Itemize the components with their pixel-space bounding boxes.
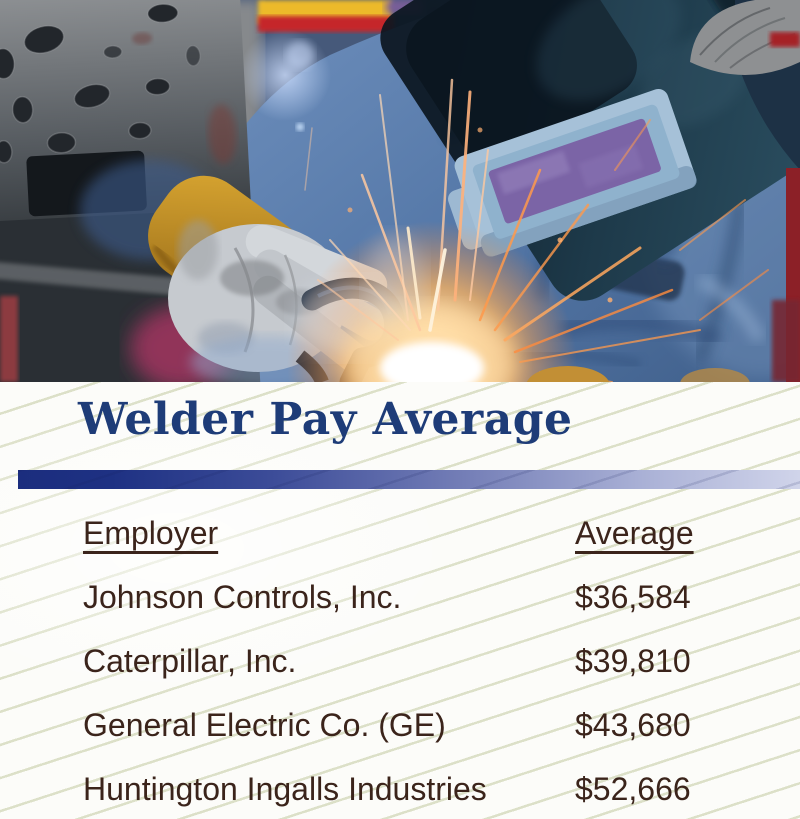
- average-cell: $39,810: [575, 643, 691, 679]
- employer-cell: Johnson Controls, Inc.: [83, 579, 402, 615]
- pay-table: Employer Average Johnson Controls, Inc. …: [83, 515, 783, 819]
- table-row: Johnson Controls, Inc. $36,584: [83, 579, 783, 644]
- welder-photo-art: [0, 0, 800, 382]
- average-cell: $36,584: [575, 579, 691, 615]
- background-red-band: [258, 16, 394, 32]
- lens-flare: [239, 29, 331, 121]
- welding-helmet: [380, 0, 800, 301]
- table-row: Caterpillar, Inc. $39,810: [83, 643, 783, 708]
- average-cell: $52,666: [575, 771, 691, 807]
- welder-photo: [0, 0, 800, 382]
- table-row: General Electric Co. (GE) $43,680: [83, 707, 783, 772]
- second-glove-cuff: [526, 366, 610, 382]
- employer-cell: General Electric Co. (GE): [83, 707, 446, 743]
- average-cell: $43,680: [575, 707, 691, 743]
- weld-sparks: [304, 78, 769, 382]
- pay-panel: Welder Pay Average Employer Average John…: [0, 382, 800, 819]
- divider-bar: [18, 470, 800, 489]
- column-header-employer: Employer: [83, 515, 219, 551]
- table-row: Huntington Ingalls Industries $52,666: [83, 771, 783, 819]
- helmet-lens: [448, 88, 697, 257]
- employer-cell: Huntington Ingalls Industries: [83, 771, 487, 807]
- table-header-row: Employer Average: [83, 515, 783, 580]
- employer-cell: Caterpillar, Inc.: [83, 643, 297, 679]
- column-header-average: Average: [575, 515, 694, 551]
- page-title: Welder Pay Average: [78, 394, 573, 445]
